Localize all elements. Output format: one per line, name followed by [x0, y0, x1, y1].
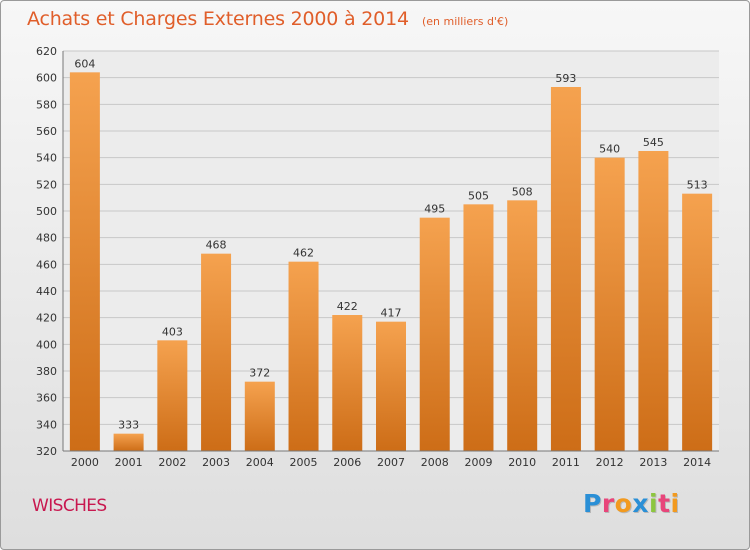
bar-2007	[376, 321, 406, 451]
y-tick-label: 600	[36, 72, 57, 85]
x-tick-label: 2006	[333, 456, 361, 469]
data-label: 513	[687, 179, 708, 192]
x-tick-label: 2002	[158, 456, 186, 469]
logo-letter: x	[632, 489, 649, 518]
logo-letter: i	[649, 489, 659, 518]
x-tick-label: 2001	[115, 456, 143, 469]
data-label: 417	[381, 307, 402, 320]
data-label: 505	[468, 189, 489, 202]
data-label: 333	[118, 419, 139, 432]
commune-name: WISCHES	[32, 496, 107, 516]
logo-letter: o	[614, 489, 633, 518]
x-tick-label: 2000	[71, 456, 99, 469]
y-tick-label: 380	[36, 365, 57, 378]
bar-2014	[682, 193, 713, 451]
x-tick-label: 2004	[246, 456, 274, 469]
data-label: 593	[555, 72, 576, 85]
chart-subtitle: (en milliers d'€)	[421, 15, 509, 28]
bar-2010	[507, 200, 538, 451]
bar-2004	[244, 381, 275, 451]
data-label: 462	[293, 247, 314, 260]
data-label: 540	[599, 143, 620, 156]
x-tick-label: 2012	[596, 456, 624, 469]
y-tick-label: 560	[36, 125, 57, 138]
y-tick-label: 520	[36, 178, 57, 191]
x-tick-label: 2005	[290, 456, 318, 469]
x-tick-label: 2010	[508, 456, 536, 469]
y-tick-label: 460	[36, 258, 57, 271]
x-tick-label: 2003	[202, 456, 230, 469]
x-tick-label: 2013	[639, 456, 667, 469]
bar-2001	[113, 433, 144, 451]
y-tick-label: 580	[36, 98, 57, 111]
data-label: 495	[424, 203, 445, 216]
y-tick-label: 500	[36, 205, 57, 218]
x-tick-label: 2008	[421, 456, 449, 469]
x-tick-label: 2007	[377, 456, 405, 469]
data-label: 468	[206, 239, 227, 252]
data-label: 372	[249, 367, 270, 380]
data-label: 508	[512, 185, 533, 198]
logo-letter: t	[658, 489, 671, 518]
logo-letter: i	[670, 489, 680, 518]
bar-2009	[463, 204, 494, 451]
bar-2005	[288, 261, 319, 451]
logo-letter: P	[583, 489, 602, 518]
bar-2008	[419, 217, 450, 451]
title-row: Achats et Charges Externes 2000 à 2014 (…	[27, 8, 508, 30]
proxiti-logo: Proxiti	[583, 489, 680, 518]
y-tick-label: 320	[36, 445, 57, 458]
data-label: 422	[337, 300, 358, 313]
data-label: 403	[162, 325, 183, 338]
chart-title: Achats et Charges Externes 2000 à 2014	[27, 8, 409, 30]
data-label: 604	[74, 57, 95, 70]
x-tick-label: 2014	[683, 456, 711, 469]
bar-2006	[332, 315, 363, 451]
x-tick-label: 2009	[464, 456, 492, 469]
logo-letter: r	[601, 489, 615, 518]
x-tick-label: 2011	[552, 456, 580, 469]
y-tick-label: 360	[36, 392, 57, 405]
y-tick-label: 620	[36, 45, 57, 58]
bar-2003	[201, 253, 232, 451]
y-tick-label: 420	[36, 312, 57, 325]
bar-2012	[594, 157, 625, 451]
bar-2002	[157, 340, 188, 451]
y-tick-label: 540	[36, 152, 57, 165]
y-tick-label: 340	[36, 418, 57, 431]
y-tick-label: 400	[36, 338, 57, 351]
bar-2011	[550, 87, 581, 451]
y-tick-label: 440	[36, 285, 57, 298]
bar-2013	[638, 151, 669, 451]
y-tick-label: 480	[36, 232, 57, 245]
data-label: 545	[643, 136, 664, 149]
bar-2000	[69, 72, 100, 451]
